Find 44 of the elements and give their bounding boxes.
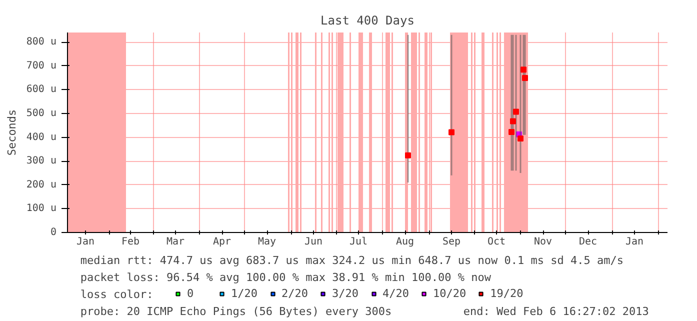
x-tick-label: Dec: [578, 236, 598, 248]
x-tick-label: Oct: [487, 236, 506, 248]
y-tick-label: 600 u: [26, 84, 57, 96]
point: [513, 108, 519, 115]
y-tick-label: 700 u: [26, 60, 57, 72]
text: packet loss: 96.54 % avg 100.00 % max 38.91 % min 100.00 % now: [80, 271, 492, 284]
y-tick-label: 100 u: [26, 203, 57, 214]
x-tick-label: Feb: [121, 236, 140, 248]
x-tick-label: Apr: [212, 236, 232, 248]
point: [520, 66, 526, 73]
x-tick-label: Sep: [442, 236, 461, 248]
point: [448, 129, 454, 136]
chart-title: Last 400 Days: [320, 14, 414, 28]
x-tick-label: Jan: [625, 236, 644, 248]
point: [522, 74, 528, 81]
x-tick-label: Mar: [166, 236, 185, 248]
x-tick-label: May: [258, 236, 276, 248]
legend-label: 2/20: [282, 287, 308, 300]
legend-label: 4/20: [382, 287, 409, 300]
x-tick-label: Nov: [534, 236, 552, 248]
point: [508, 129, 514, 136]
x-tick-label: Jul: [349, 236, 368, 248]
point: [510, 118, 516, 124]
legend-label: 10/20: [433, 287, 466, 300]
y-axis-title: Seconds: [5, 109, 18, 156]
text: probe: 20 ICMP Echo Pings (56 Bytes) every 300s: [80, 305, 392, 318]
y-tick-label: 300 u: [26, 156, 57, 167]
y-tick-label: 0: [50, 227, 57, 238]
legend-label: 19/20: [490, 287, 524, 300]
text: end: Wed Feb 6 16:27:02 2013: [463, 305, 649, 318]
y-tick-label: 200 u: [26, 179, 57, 190]
point: [518, 135, 524, 142]
x-tick-label: Jun: [304, 236, 323, 248]
point: [405, 152, 411, 158]
y-tick-label: 500 u: [26, 108, 57, 119]
x-tick-label: Aug: [396, 236, 414, 248]
legend-label: 0: [187, 287, 195, 300]
y-tick-label: 800 u: [26, 36, 57, 48]
y-tick-label: 400 u: [26, 132, 57, 143]
legend-label: 1/20: [231, 287, 258, 300]
text: median rtt: 474.7 us avg 683.7 us max 324.2 us min 648.7 us now 0.1 ms sd 4.5 am/s: [80, 254, 624, 267]
legend-label: 3/20: [332, 287, 358, 300]
legend-title: loss color:: [80, 288, 154, 301]
x-tick-label: Jan: [76, 236, 95, 248]
